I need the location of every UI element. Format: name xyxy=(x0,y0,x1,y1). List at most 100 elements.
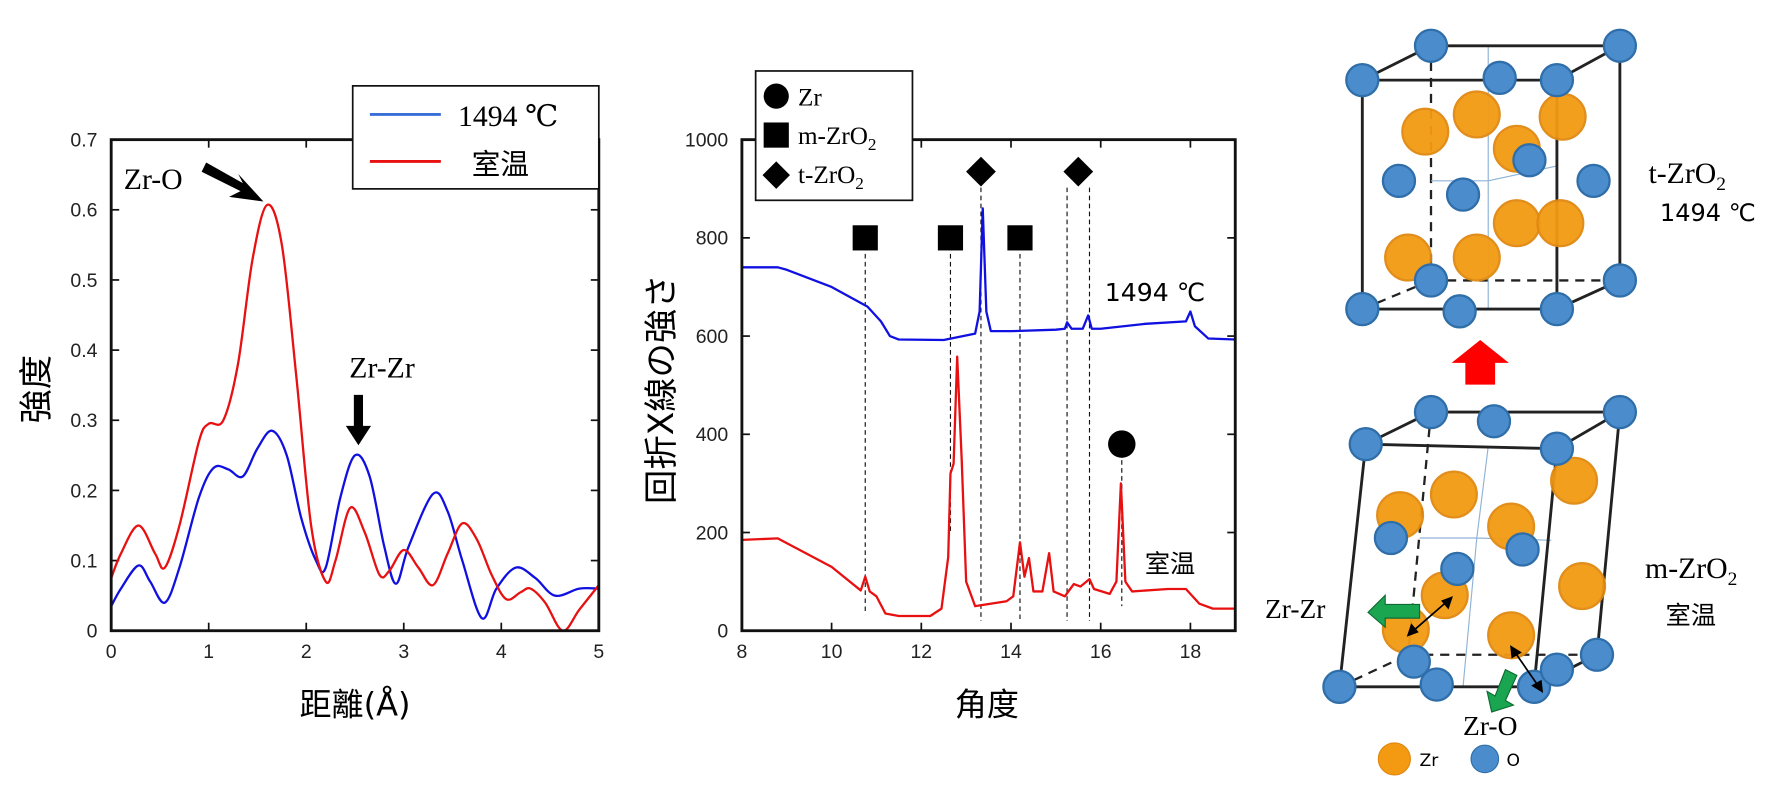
o-atom xyxy=(1345,291,1380,327)
x-tick-label: 8 xyxy=(736,641,747,663)
zr-atom xyxy=(1538,92,1587,141)
y-tick-label: 0.1 xyxy=(70,550,97,572)
zr-atom xyxy=(1550,456,1599,505)
legend: 1494 ℃ 室温 xyxy=(351,84,600,190)
annotation-zr-zr: Zr-Zr xyxy=(349,352,415,385)
zr-circle-marker-icon xyxy=(1108,430,1136,458)
plot-frame xyxy=(740,138,1237,633)
o-atom xyxy=(1373,520,1409,556)
o-atom xyxy=(1442,294,1477,329)
y-tick-label: 400 xyxy=(696,424,729,446)
o-atom xyxy=(1396,644,1431,679)
legend-label-o: O xyxy=(1507,751,1521,771)
t-zro2-label: t-ZrO2 xyxy=(1648,157,1725,195)
y-axis-label: 回折X線の強さ xyxy=(642,274,682,504)
o-atom xyxy=(1539,652,1575,687)
series-line-blue xyxy=(741,207,1236,342)
zr-o-label: Zr-O xyxy=(1463,711,1517,741)
transition-arrow-icon xyxy=(1451,339,1509,385)
x-tick-label: 0 xyxy=(106,641,117,663)
zr-o-shift-arrow-icon xyxy=(1486,668,1518,713)
y-tick-label: 0.5 xyxy=(70,270,97,292)
atom-legend: Zr O xyxy=(1377,742,1521,776)
o-atom xyxy=(1512,143,1547,178)
zr-atom xyxy=(1487,611,1536,660)
y-tick-label: 200 xyxy=(696,522,729,544)
y-axis-label: 強度 xyxy=(17,355,57,424)
m-zro2-square-marker-icon xyxy=(852,225,878,251)
o-atom xyxy=(1576,163,1611,199)
x-axis-label: 角度 xyxy=(955,685,1019,723)
zr-atom xyxy=(1452,233,1501,282)
o-atom xyxy=(1602,28,1638,63)
y-tick-label: 0.6 xyxy=(70,200,97,222)
x-axis-label: 距離(Å) xyxy=(299,685,410,723)
series-label-1494: 1494 ℃ xyxy=(1105,278,1205,307)
plot-frame xyxy=(109,138,601,633)
y-tick-label: 600 xyxy=(696,326,729,348)
m-zro2-square-marker-icon xyxy=(1007,225,1033,251)
o-atom xyxy=(1539,431,1575,466)
zr-atom xyxy=(1536,199,1585,248)
zr-atom xyxy=(1492,199,1541,248)
crystal-diagram: t-ZrO2 1494 ℃ Zr-Zr Zr-O m-ZrO2 室温 Zr O xyxy=(1265,28,1756,776)
t-zro2-diamond-marker-icon xyxy=(1063,156,1094,187)
o-atom xyxy=(1602,263,1638,298)
o-atom xyxy=(1413,28,1449,63)
o-atom xyxy=(1445,177,1481,212)
o-atom xyxy=(1413,394,1449,430)
o-atom xyxy=(1345,62,1380,98)
o-atom xyxy=(1579,637,1615,672)
o-atom-icon xyxy=(1470,744,1500,774)
y-tick-label: 0.2 xyxy=(70,480,97,502)
y-tick-label: 0 xyxy=(87,621,98,643)
t-zro2-diamond-marker-icon xyxy=(966,156,996,187)
series-line-red xyxy=(110,203,600,632)
legend-label-t-zro2: t-ZrO2 xyxy=(798,162,864,193)
y-tick-label: 0 xyxy=(717,621,728,643)
legend-label-room-temp: 室温 xyxy=(472,147,529,181)
x-tick-label: 3 xyxy=(398,641,409,663)
legend-label-m-zro2: m-ZrO2 xyxy=(798,123,876,154)
arrow-zr-zr xyxy=(345,394,372,446)
legend-circle-icon xyxy=(763,83,789,109)
x-tick-label: 5 xyxy=(593,641,604,663)
x-tick-label: 18 xyxy=(1180,641,1202,663)
m-zro2-square-marker-icon xyxy=(937,225,964,251)
x-tick-label: 10 xyxy=(821,641,843,663)
o-atom xyxy=(1348,426,1383,462)
o-atom xyxy=(1419,667,1454,702)
zr-zr-shift-arrow-icon xyxy=(1367,593,1421,629)
x-tick-label: 2 xyxy=(301,641,312,663)
o-atom xyxy=(1539,62,1575,98)
zr-zr-label: Zr-Zr xyxy=(1265,594,1325,624)
series-line-blue xyxy=(110,429,599,620)
annotation-zr-o: Zr-O xyxy=(124,163,183,196)
zr-atom xyxy=(1452,90,1501,139)
legend-square-icon xyxy=(763,122,789,148)
x-tick-label: 1 xyxy=(203,641,214,663)
y-tick-label: 800 xyxy=(696,228,729,250)
o-atom xyxy=(1505,532,1540,567)
y-tick-label: 1000 xyxy=(685,130,728,152)
series-line-red xyxy=(741,355,1236,618)
zr-atom xyxy=(1558,562,1607,611)
o-atom xyxy=(1381,163,1417,199)
zr-atom xyxy=(1429,470,1478,519)
o-atom xyxy=(1602,394,1638,430)
o-atom xyxy=(1440,551,1475,587)
t-zro2-temp: 1494 ℃ xyxy=(1660,199,1756,227)
legend-label-1494: 1494 ℃ xyxy=(458,100,558,133)
legend-label-zr: Zr xyxy=(798,84,822,111)
m-zro2-label: m-ZrO2 xyxy=(1645,552,1737,590)
legend-diamond-icon xyxy=(762,161,790,189)
arrow-zr-o xyxy=(201,162,264,202)
bond-arrows xyxy=(1406,596,1544,694)
zr-atom xyxy=(1401,107,1450,156)
y-tick-label: 0.3 xyxy=(70,410,97,432)
x-tick-label: 14 xyxy=(1000,641,1022,663)
legend: Zr m-ZrO2 t-ZrO2 xyxy=(754,70,914,202)
o-atom xyxy=(1539,291,1575,327)
